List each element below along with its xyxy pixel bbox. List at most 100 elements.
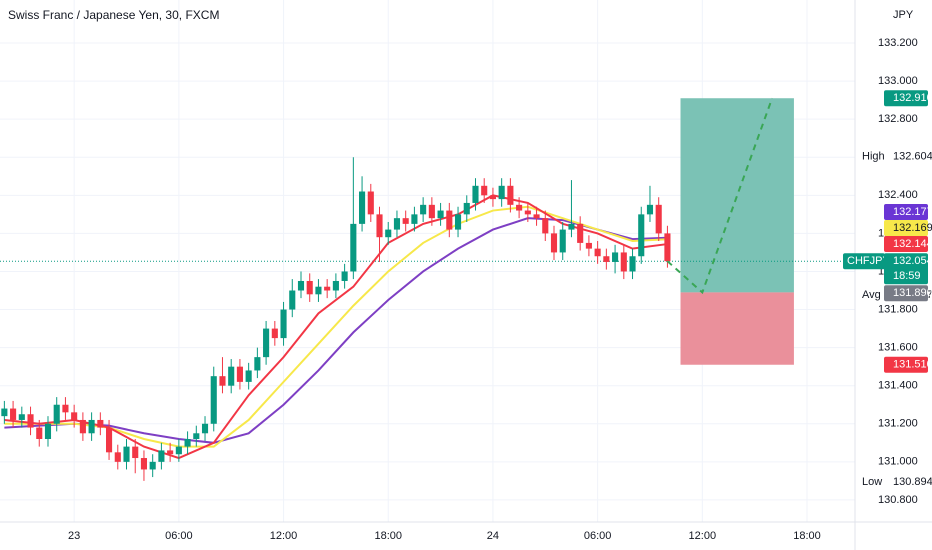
candle-body bbox=[489, 195, 496, 200]
price-tag bbox=[884, 220, 928, 237]
moving-average bbox=[4, 205, 668, 448]
x-tick-label: 24 bbox=[487, 530, 499, 542]
candle-body bbox=[53, 404, 60, 424]
candle-body bbox=[376, 214, 383, 238]
candle-body bbox=[359, 191, 366, 224]
stat-value: 130.894 bbox=[893, 476, 932, 488]
candle-body bbox=[71, 412, 78, 420]
position-stop bbox=[680, 292, 794, 365]
candle-body bbox=[655, 204, 662, 234]
candle-body bbox=[27, 414, 34, 428]
candle-body bbox=[97, 419, 104, 428]
candle-body bbox=[315, 286, 322, 295]
candle-body bbox=[1, 408, 8, 417]
candle-body bbox=[385, 229, 392, 238]
stat-name: High bbox=[862, 150, 885, 162]
candle-body bbox=[332, 280, 339, 291]
candle-body bbox=[498, 185, 505, 200]
candle-body bbox=[577, 223, 584, 243]
y-tick-label: 132.800 bbox=[878, 113, 918, 125]
candle-body bbox=[236, 366, 243, 382]
candle-body bbox=[585, 242, 592, 249]
candle-body bbox=[114, 452, 121, 462]
candle-body bbox=[106, 427, 113, 453]
candle-body bbox=[612, 252, 619, 262]
x-tick-label: 18:00 bbox=[374, 530, 402, 542]
candle-body bbox=[201, 423, 209, 434]
candle-body bbox=[646, 204, 654, 215]
candle-body bbox=[175, 446, 182, 455]
candle-body bbox=[79, 419, 86, 434]
stat-name: Avg bbox=[862, 289, 881, 301]
candle-body bbox=[44, 423, 52, 439]
y-tick-label: 131.200 bbox=[878, 418, 918, 430]
candle-body bbox=[341, 271, 348, 281]
candle-body bbox=[533, 214, 540, 219]
candle-body bbox=[542, 218, 549, 234]
candle-body bbox=[402, 218, 409, 224]
projection-line bbox=[666, 97, 774, 295]
y-tick-label: 131.400 bbox=[878, 380, 918, 392]
candle-body bbox=[210, 376, 217, 424]
price-tag bbox=[884, 285, 928, 302]
x-tick-label: 23 bbox=[68, 530, 80, 542]
price-tag-label: 132.910 bbox=[893, 92, 932, 104]
candle-body bbox=[88, 419, 95, 434]
stat-bg bbox=[856, 474, 932, 491]
candle-body bbox=[62, 404, 69, 413]
candle-body bbox=[516, 204, 523, 211]
candle-body bbox=[193, 433, 200, 439]
price-tag-label: 132.169 bbox=[893, 222, 932, 234]
candle-body bbox=[167, 450, 174, 455]
symbol-label: CHFJPY bbox=[847, 255, 890, 267]
candle-body bbox=[507, 185, 514, 205]
candle-body bbox=[245, 370, 252, 382]
candle-body bbox=[603, 256, 610, 262]
price-tag bbox=[884, 90, 928, 107]
candle-body bbox=[638, 214, 645, 257]
y-tick-label: 131.000 bbox=[878, 456, 918, 468]
candle-body bbox=[324, 286, 331, 291]
candle-body bbox=[524, 210, 531, 215]
price-tag-label: 131.510 bbox=[893, 359, 932, 371]
candle-body bbox=[254, 357, 261, 371]
candle-body bbox=[289, 290, 296, 310]
price-tag-label: 132.144 bbox=[893, 238, 932, 250]
position-target bbox=[680, 98, 794, 293]
candle-body bbox=[629, 256, 636, 272]
y-tick-label: 133.200 bbox=[878, 37, 918, 49]
x-tick-label: 06:00 bbox=[584, 530, 612, 542]
candle-body bbox=[271, 328, 278, 339]
y-tick-label: 132.400 bbox=[878, 189, 918, 201]
chart-title: Swiss Franc / Japanese Yen, 30, FXCM bbox=[8, 8, 219, 22]
moving-average bbox=[4, 194, 668, 460]
candle-body bbox=[280, 309, 287, 339]
plot-area bbox=[0, 0, 855, 522]
candle-body bbox=[263, 328, 270, 358]
x-tick-label: 12:00 bbox=[270, 530, 298, 542]
candle-body bbox=[367, 191, 374, 215]
candle-body bbox=[140, 458, 148, 470]
candle-body bbox=[550, 233, 558, 253]
candle-body bbox=[306, 280, 313, 295]
candle-body bbox=[36, 427, 43, 439]
candle-body bbox=[428, 204, 435, 219]
price-tag bbox=[884, 204, 928, 221]
y-tick-label: 131.600 bbox=[878, 342, 918, 354]
symbol-tag bbox=[843, 253, 885, 270]
candle-body bbox=[472, 185, 479, 203]
candle-body bbox=[297, 280, 305, 291]
y-tick-label: 133.000 bbox=[878, 75, 918, 87]
price-tag bbox=[884, 236, 928, 253]
candle-body bbox=[454, 214, 462, 230]
price-tag bbox=[884, 356, 928, 373]
last-price-value: 132.054 bbox=[893, 255, 932, 267]
x-tick-label: 12:00 bbox=[689, 530, 717, 542]
last-price-tag bbox=[884, 253, 928, 285]
countdown: 18:59 bbox=[893, 270, 921, 282]
price-tag-label: 132.177 bbox=[893, 206, 932, 218]
candle-body bbox=[184, 438, 191, 447]
candle-body bbox=[132, 446, 139, 459]
x-tick-label: 18:00 bbox=[793, 530, 821, 542]
